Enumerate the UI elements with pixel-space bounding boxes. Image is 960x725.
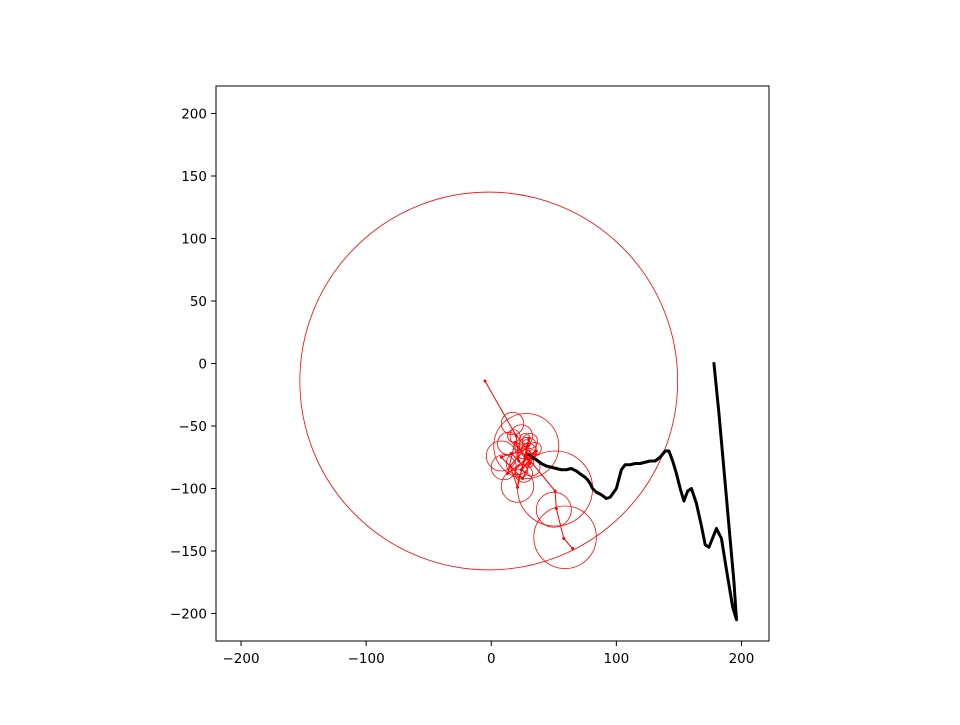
y-tick-label: −100 (170, 482, 207, 498)
y-tick-label: 50 (190, 294, 207, 310)
epicycle-center-point (553, 489, 557, 493)
y-tick-label: −200 (170, 607, 207, 623)
x-tick-label: 0 (487, 651, 496, 667)
epicycle-center-point (499, 455, 503, 459)
y-tick-label: 150 (181, 169, 207, 185)
y-tick-label: 200 (181, 107, 207, 123)
epicycle-center-point (519, 468, 523, 472)
epicycle-center-point (513, 440, 517, 444)
y-tick-label: 100 (181, 232, 207, 248)
axes: −200 −100 0 100 200 −200 −150 −100 −50 0 50 100 150 2… (170, 85, 770, 667)
epicycle-circle (533, 505, 597, 569)
epicycle-center-point (527, 437, 531, 440)
epicycle-circle (485, 440, 517, 472)
epicycle-circle (493, 413, 560, 479)
epicycle-center-line (484, 380, 574, 549)
epicycle-center-point (483, 379, 487, 383)
epicycle-circle (514, 443, 523, 452)
x-tick-label: −200 (222, 651, 259, 667)
epicycle-circle (500, 469, 535, 503)
epicycle-center-point (516, 485, 520, 489)
y-tick-label: 0 (198, 357, 207, 373)
epicycle-center-point (509, 452, 513, 455)
epicycle-center-point (517, 459, 521, 463)
epicycle-circle (299, 191, 679, 571)
epicycle-circle (522, 433, 538, 449)
epicycle-center-point (571, 547, 575, 550)
epicycle-circle (509, 424, 533, 448)
epicycle-center-point (554, 507, 558, 510)
x-tick-label: −100 (348, 651, 385, 667)
y-tick-label: −50 (179, 419, 208, 435)
epicycle-circle (500, 411, 525, 436)
epicycle-center-point (521, 477, 525, 480)
epicycle-center-point (524, 454, 528, 458)
epicycle-center-point (514, 434, 518, 438)
epicycle-center-point (562, 537, 566, 540)
epicycle-center-point (528, 462, 532, 465)
epicycle-center-point (506, 472, 510, 475)
epicycle-center-point (534, 449, 538, 453)
x-tick-label: 100 (603, 651, 629, 667)
x-tick-label: 200 (729, 651, 755, 667)
plot-area (299, 191, 738, 622)
y-tick-label: −150 (170, 544, 207, 560)
traced-path-line (527, 362, 738, 622)
epicycle-center-point (508, 464, 512, 468)
epicycle-circle (535, 491, 572, 528)
epicycle-circle (528, 441, 542, 456)
epicycle-center-point (526, 444, 530, 448)
